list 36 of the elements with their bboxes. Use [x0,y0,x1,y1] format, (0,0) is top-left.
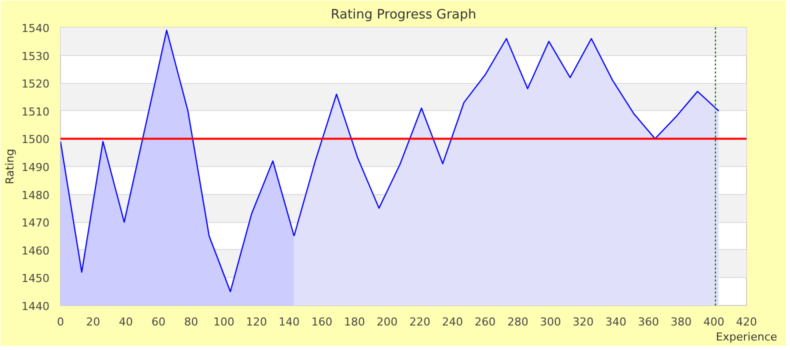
x-tick-label: 80 [184,316,198,328]
x-tick-label: 380 [670,316,692,328]
y-tick-label: 1520 [22,78,50,91]
x-tick-label: 300 [540,316,561,328]
x-tick-label: 340 [605,316,626,328]
y-tick-label: 1540 [22,22,50,35]
x-tick-label: 140 [278,316,300,328]
x-tick-label: 0 [57,316,64,328]
x-tick-label: 20 [86,316,100,328]
x-tick-label: 240 [442,316,463,328]
x-tick-label: 160 [311,316,332,328]
x-tick-label: 120 [246,316,267,328]
chart-title: Rating Progress Graph [330,8,476,22]
y-axis-title: Rating [4,148,17,184]
x-tick-label: 40 [118,316,133,328]
y-tick-label: 1460 [22,244,50,258]
y-tick-label: 1470 [22,216,50,230]
x-tick-label: 180 [344,316,365,328]
x-tick-label: 260 [474,316,496,328]
y-tick-label: 1490 [22,161,50,174]
y-tick-label: 1500 [22,133,50,146]
x-tick-label: 60 [152,316,166,328]
x-tick-label: 420 [736,316,757,328]
y-tick-label: 1530 [22,50,50,63]
x-tick-label: 400 [703,316,724,328]
x-tick-label: 100 [213,316,234,328]
y-tick-label: 1510 [22,105,50,118]
y-tick-label: 1480 [22,188,50,202]
x-tick-label: 280 [507,316,528,328]
y-tick-label: 1440 [22,300,50,313]
x-tick-label: 360 [638,316,659,328]
x-axis-title: Experience [716,330,778,344]
x-tick-label: 200 [376,316,398,328]
y-tick-label: 1450 [22,272,50,286]
x-tick-label: 320 [572,316,594,328]
x-tick-label: 220 [409,316,430,328]
